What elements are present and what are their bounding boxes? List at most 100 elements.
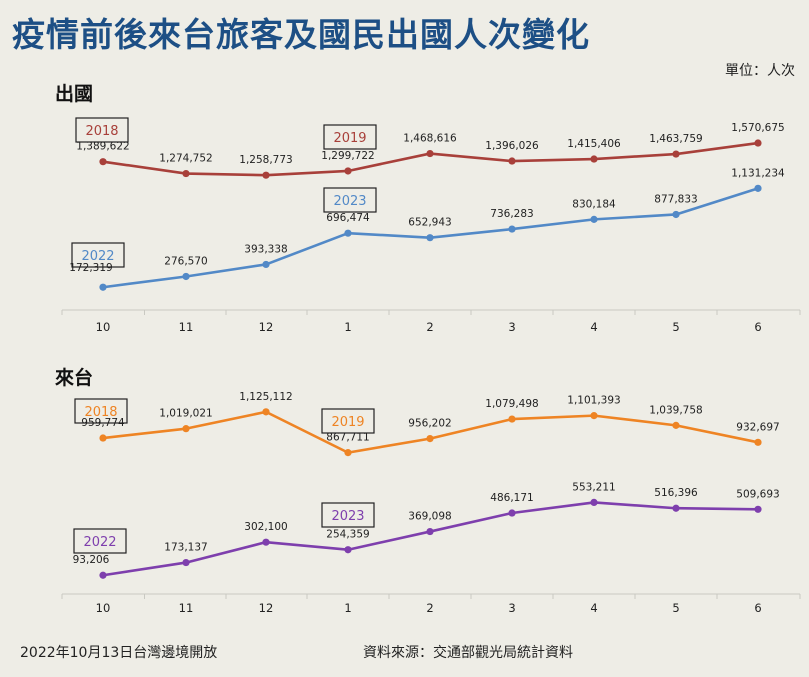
data-point: [344, 546, 352, 554]
data-point: [99, 571, 107, 579]
data-point: [99, 158, 107, 166]
data-point: [672, 150, 680, 158]
data-label: 1,258,773: [239, 154, 292, 166]
year-label: 2022: [83, 535, 116, 550]
data-label: 93,206: [73, 554, 110, 566]
data-label: 1,463,759: [649, 133, 702, 145]
data-label: 302,100: [244, 521, 287, 533]
border-open-note: 2022年10月13日台灣邊境開放: [20, 645, 218, 661]
data-label: 696,474: [326, 212, 370, 224]
x-tick-label: 1: [344, 320, 351, 334]
x-tick-label: 4: [590, 320, 597, 334]
data-point: [262, 260, 270, 269]
data-point: [508, 509, 516, 517]
year-label: 2019: [331, 415, 364, 430]
data-point: [344, 167, 352, 175]
data-label: 254,359: [326, 529, 369, 541]
year-label: 2022: [81, 249, 114, 264]
data-label: 516,396: [654, 487, 698, 499]
chart-outbound-title: 出國: [55, 83, 94, 105]
year-label: 2018: [85, 124, 118, 139]
data-label: 1,125,112: [239, 391, 292, 403]
year-box: [75, 117, 129, 143]
x-tick-label: 11: [179, 320, 194, 334]
year-box: [323, 124, 377, 150]
data-label: 652,943: [408, 217, 451, 229]
year-box: [323, 187, 377, 213]
data-point: [344, 229, 352, 237]
data-point: [426, 435, 434, 443]
data-label: 1,079,498: [485, 398, 538, 410]
data-point: [182, 425, 190, 433]
data-point: [672, 421, 680, 429]
data-point: [426, 527, 434, 536]
data-point: [754, 184, 762, 192]
data-point: [590, 155, 598, 163]
data-label: 553,211: [572, 481, 615, 493]
data-source-note: 資料來源：交通部觀光局統計資料: [363, 645, 573, 661]
data-label: 1,101,393: [567, 395, 620, 407]
data-point: [99, 434, 107, 442]
year-box: [321, 408, 375, 434]
year-box: [321, 502, 375, 528]
data-point: [590, 215, 598, 223]
data-point: [590, 412, 598, 420]
page-title: 疫情前後來台旅客及國民出國人次變化: [12, 15, 590, 54]
data-point: [508, 415, 516, 423]
data-point: [262, 171, 270, 179]
data-label: 276,570: [164, 255, 207, 267]
x-tick-label: 2: [426, 320, 433, 334]
data-label: 1,039,758: [649, 404, 702, 416]
year-box: [74, 398, 128, 424]
data-label: 1,274,752: [159, 153, 212, 165]
x-tick-label: 12: [259, 601, 274, 615]
year-label: 2023: [331, 509, 364, 524]
x-tick-label: 12: [259, 320, 274, 334]
data-point: [754, 438, 762, 446]
data-label: 369,098: [408, 511, 451, 523]
data-point: [262, 538, 270, 546]
unit-label: 單位：人次: [725, 63, 795, 79]
chart-inbound-title: 來台: [55, 367, 94, 389]
data-label: 1,131,234: [731, 167, 785, 179]
data-label: 877,833: [654, 193, 697, 205]
x-tick-label: 10: [96, 601, 111, 615]
data-point: [508, 225, 516, 233]
data-label: 1,468,616: [403, 133, 457, 145]
data-point: [344, 449, 352, 457]
data-label: 1,019,021: [159, 408, 212, 420]
data-point: [590, 498, 598, 507]
data-label: 1,570,675: [731, 122, 784, 134]
x-tick-label: 6: [754, 320, 761, 334]
data-label: 509,693: [736, 488, 779, 500]
data-point: [754, 505, 762, 513]
data-point: [426, 234, 434, 242]
data-point: [754, 139, 762, 147]
x-tick-label: 3: [508, 320, 515, 334]
x-tick-label: 6: [754, 601, 761, 615]
year-box: [71, 242, 125, 268]
data-label: 1,415,406: [567, 138, 621, 150]
x-tick-label: 2: [426, 601, 433, 615]
data-point: [182, 169, 190, 178]
data-label: 1,389,622: [76, 141, 129, 153]
data-label: 932,697: [736, 421, 779, 433]
data-label: 956,202: [408, 418, 451, 430]
data-label: 486,171: [490, 492, 533, 504]
data-label: 830,184: [572, 198, 616, 210]
x-tick-label: 5: [672, 601, 679, 615]
data-point: [182, 558, 190, 567]
data-label: 173,137: [164, 542, 207, 554]
x-tick-label: 10: [96, 320, 111, 334]
data-point: [508, 157, 516, 165]
data-point: [426, 149, 434, 158]
x-tick-label: 11: [179, 601, 194, 615]
x-tick-label: 5: [672, 320, 679, 334]
data-label: 1,396,026: [485, 140, 539, 152]
year-label: 2023: [333, 194, 366, 209]
data-label: 393,338: [244, 243, 287, 255]
data-point: [99, 283, 107, 291]
year-label: 2019: [333, 131, 366, 146]
data-label: 172,319: [69, 262, 112, 274]
